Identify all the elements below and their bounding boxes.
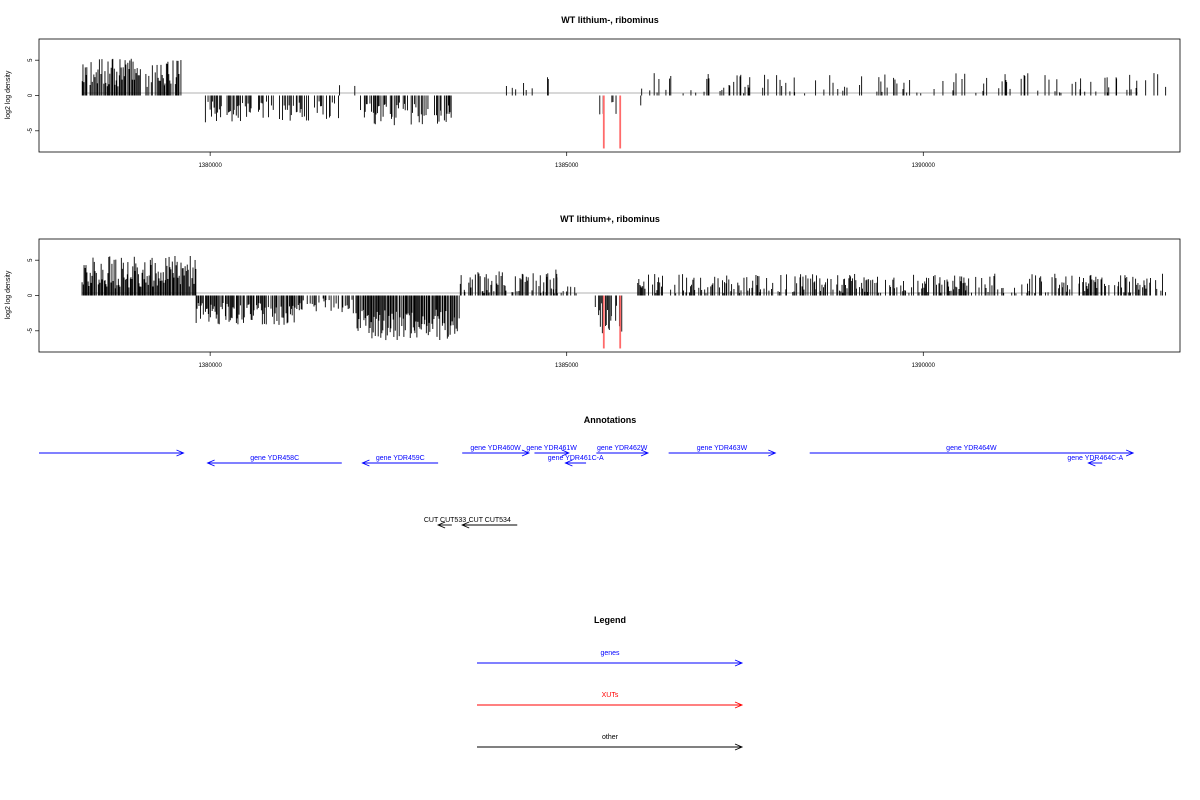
y-axis-label: log2 log density bbox=[5, 270, 12, 319]
annotation-label: CUT CUT534 bbox=[469, 517, 511, 524]
y-tick-label: 0 bbox=[28, 293, 34, 297]
legend-items: genes XUTs other bbox=[477, 650, 744, 751]
annotation-label: CUT CUT533 bbox=[424, 517, 466, 524]
y-tick-label: -5 bbox=[28, 127, 34, 133]
signal-bars bbox=[81, 58, 1167, 149]
annotation-arrow: gene YDR464C-A bbox=[1067, 455, 1124, 467]
annotation-label: gene YDR461W bbox=[526, 445, 577, 452]
x-axis: 1380000 1385000 1390000 bbox=[198, 152, 936, 169]
x-tick-label: 1390000 bbox=[912, 363, 936, 369]
x-axis: 1380000 1385000 1390000 bbox=[198, 352, 936, 369]
annotation-arrow: gene YDR461C-A bbox=[548, 455, 604, 467]
panel-lithium-minus: WT lithium-, ribominus log2 log density … bbox=[5, 15, 1181, 169]
annotation-arrow: CUT CUT534 bbox=[461, 517, 518, 529]
annotation-label: gene YDR461C-A bbox=[548, 455, 604, 462]
annotation-arrow: CUT CUT533 bbox=[424, 517, 466, 529]
y-axis-label: log2 log density bbox=[5, 70, 12, 119]
annotation-arrow: gene YDR463W bbox=[668, 445, 777, 457]
annotation-arrow: gene YDR462W bbox=[596, 445, 650, 457]
y-axis: log2 log density 5 0 -5 bbox=[5, 258, 39, 333]
legend-label: XUTs bbox=[602, 692, 619, 699]
annotation-label: gene YDR462W bbox=[597, 445, 648, 452]
y-tick-label: 0 bbox=[28, 93, 34, 97]
annotation-arrow bbox=[39, 449, 185, 457]
panel-lithium-plus: WT lithium+, ribominus log2 log density … bbox=[5, 214, 1181, 369]
signal-bars bbox=[81, 255, 1166, 349]
x-tick-label: 1380000 bbox=[198, 363, 222, 369]
annotation-label: gene YDR464W bbox=[946, 445, 997, 452]
legend-item: XUTs bbox=[477, 692, 744, 709]
x-tick-label: 1380000 bbox=[198, 163, 222, 169]
legend-item: other bbox=[477, 734, 744, 751]
annotations-title: Annotations bbox=[584, 415, 637, 425]
annotation-arrow: gene YDR459C bbox=[361, 455, 439, 467]
x-tick-label: 1390000 bbox=[912, 163, 936, 169]
legend-title: Legend bbox=[594, 615, 626, 625]
annotation-items: gene YDR458C gene YDR459C gene YDR460W gene… bbox=[39, 445, 1135, 529]
annotation-arrow: gene YDR458C bbox=[206, 455, 342, 467]
legend-label: genes bbox=[600, 650, 620, 657]
annotation-label: gene YDR464C-A bbox=[1067, 455, 1123, 462]
x-tick-label: 1385000 bbox=[555, 363, 579, 369]
y-axis: log2 log density 5 0 -5 bbox=[5, 58, 39, 133]
annotation-arrow: gene YDR461W bbox=[526, 445, 577, 457]
panel-title: WT lithium+, ribominus bbox=[560, 214, 660, 224]
y-tick-label: 5 bbox=[28, 58, 34, 62]
y-tick-label: 5 bbox=[28, 258, 34, 262]
legend-label: other bbox=[602, 734, 619, 741]
annotation-label: gene YDR460W bbox=[470, 445, 521, 452]
legend: Legend genes XUTs other bbox=[477, 615, 744, 751]
legend-item: genes bbox=[477, 650, 744, 667]
annotation-arrow: gene YDR464W bbox=[809, 445, 1135, 457]
x-tick-label: 1385000 bbox=[555, 163, 579, 169]
y-tick-label: -5 bbox=[28, 327, 34, 333]
panel-title: WT lithium-, ribominus bbox=[561, 15, 659, 25]
annotations-track: Annotations gene YDR458C gene YDR459Cgene… bbox=[39, 415, 1135, 529]
annotation-label: gene YDR463W bbox=[697, 445, 748, 452]
annotation-label: gene YDR458C bbox=[250, 455, 299, 462]
annotation-arrow: gene YDR460W bbox=[462, 445, 531, 457]
annotation-label: gene YDR459C bbox=[376, 455, 425, 462]
